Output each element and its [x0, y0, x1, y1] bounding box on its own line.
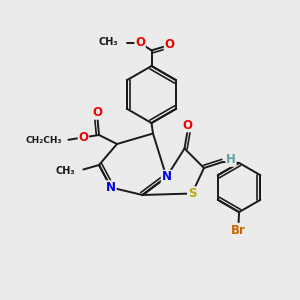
Text: Br: Br: [231, 224, 246, 237]
Text: CH₂CH₃: CH₂CH₃: [26, 136, 62, 145]
Text: N: N: [161, 170, 172, 184]
Text: O: O: [182, 118, 193, 132]
Text: S: S: [188, 187, 196, 200]
Text: O: O: [78, 131, 88, 144]
Text: O: O: [164, 38, 175, 51]
Text: O: O: [135, 36, 145, 50]
Text: CH₃: CH₃: [56, 166, 75, 176]
Text: N: N: [106, 181, 116, 194]
Text: CH₃: CH₃: [99, 37, 118, 47]
Text: H: H: [226, 153, 236, 166]
Text: O: O: [92, 106, 103, 119]
